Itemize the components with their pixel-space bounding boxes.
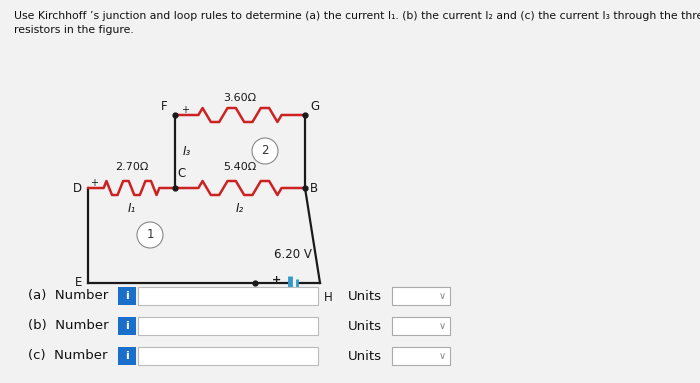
Text: Units: Units [348,319,382,332]
FancyBboxPatch shape [138,317,318,335]
Text: (b)  Number: (b) Number [28,319,108,332]
Text: +: + [272,275,281,285]
Text: 1: 1 [146,229,154,242]
Text: +: + [90,178,98,188]
FancyBboxPatch shape [392,317,450,335]
FancyBboxPatch shape [138,287,318,305]
Text: 3.60Ω: 3.60Ω [223,93,257,103]
Text: 6.20 V: 6.20 V [274,248,312,261]
FancyBboxPatch shape [118,347,136,365]
FancyBboxPatch shape [138,347,318,365]
Text: F: F [160,100,167,113]
Text: A: A [402,350,411,362]
Text: I₂: I₂ [236,202,244,215]
Text: Units: Units [348,350,382,362]
Text: B: B [310,182,318,195]
Text: A: A [242,291,250,304]
Text: Units: Units [348,290,382,303]
Text: i: i [125,321,129,331]
Text: ∨: ∨ [438,351,446,361]
Text: A: A [402,290,411,303]
Text: +: + [181,105,189,115]
FancyBboxPatch shape [118,317,136,335]
Text: 5.40Ω: 5.40Ω [223,162,257,172]
Text: (a)  Number: (a) Number [28,290,108,303]
Text: resistors in the figure.: resistors in the figure. [14,25,134,35]
Text: Use Kirchhoff ’s junction and loop rules to determine (a) the current I₁. (b) th: Use Kirchhoff ’s junction and loop rules… [14,11,700,21]
Circle shape [252,138,278,164]
Text: ∨: ∨ [438,321,446,331]
Text: G: G [310,100,319,113]
Text: ∨: ∨ [438,291,446,301]
Text: (c)  Number: (c) Number [28,350,108,362]
Text: A: A [402,319,411,332]
Text: I₃: I₃ [183,145,191,158]
FancyBboxPatch shape [392,287,450,305]
Text: 2: 2 [261,144,269,157]
FancyBboxPatch shape [118,287,136,305]
Text: i: i [125,291,129,301]
FancyBboxPatch shape [392,347,450,365]
Circle shape [137,222,163,248]
Text: 2.70Ω: 2.70Ω [115,162,148,172]
Text: H: H [324,291,332,304]
Text: I₁: I₁ [127,202,136,215]
Text: C: C [177,167,186,180]
Text: D: D [73,182,82,195]
Text: i: i [125,351,129,361]
Text: E: E [75,277,82,290]
